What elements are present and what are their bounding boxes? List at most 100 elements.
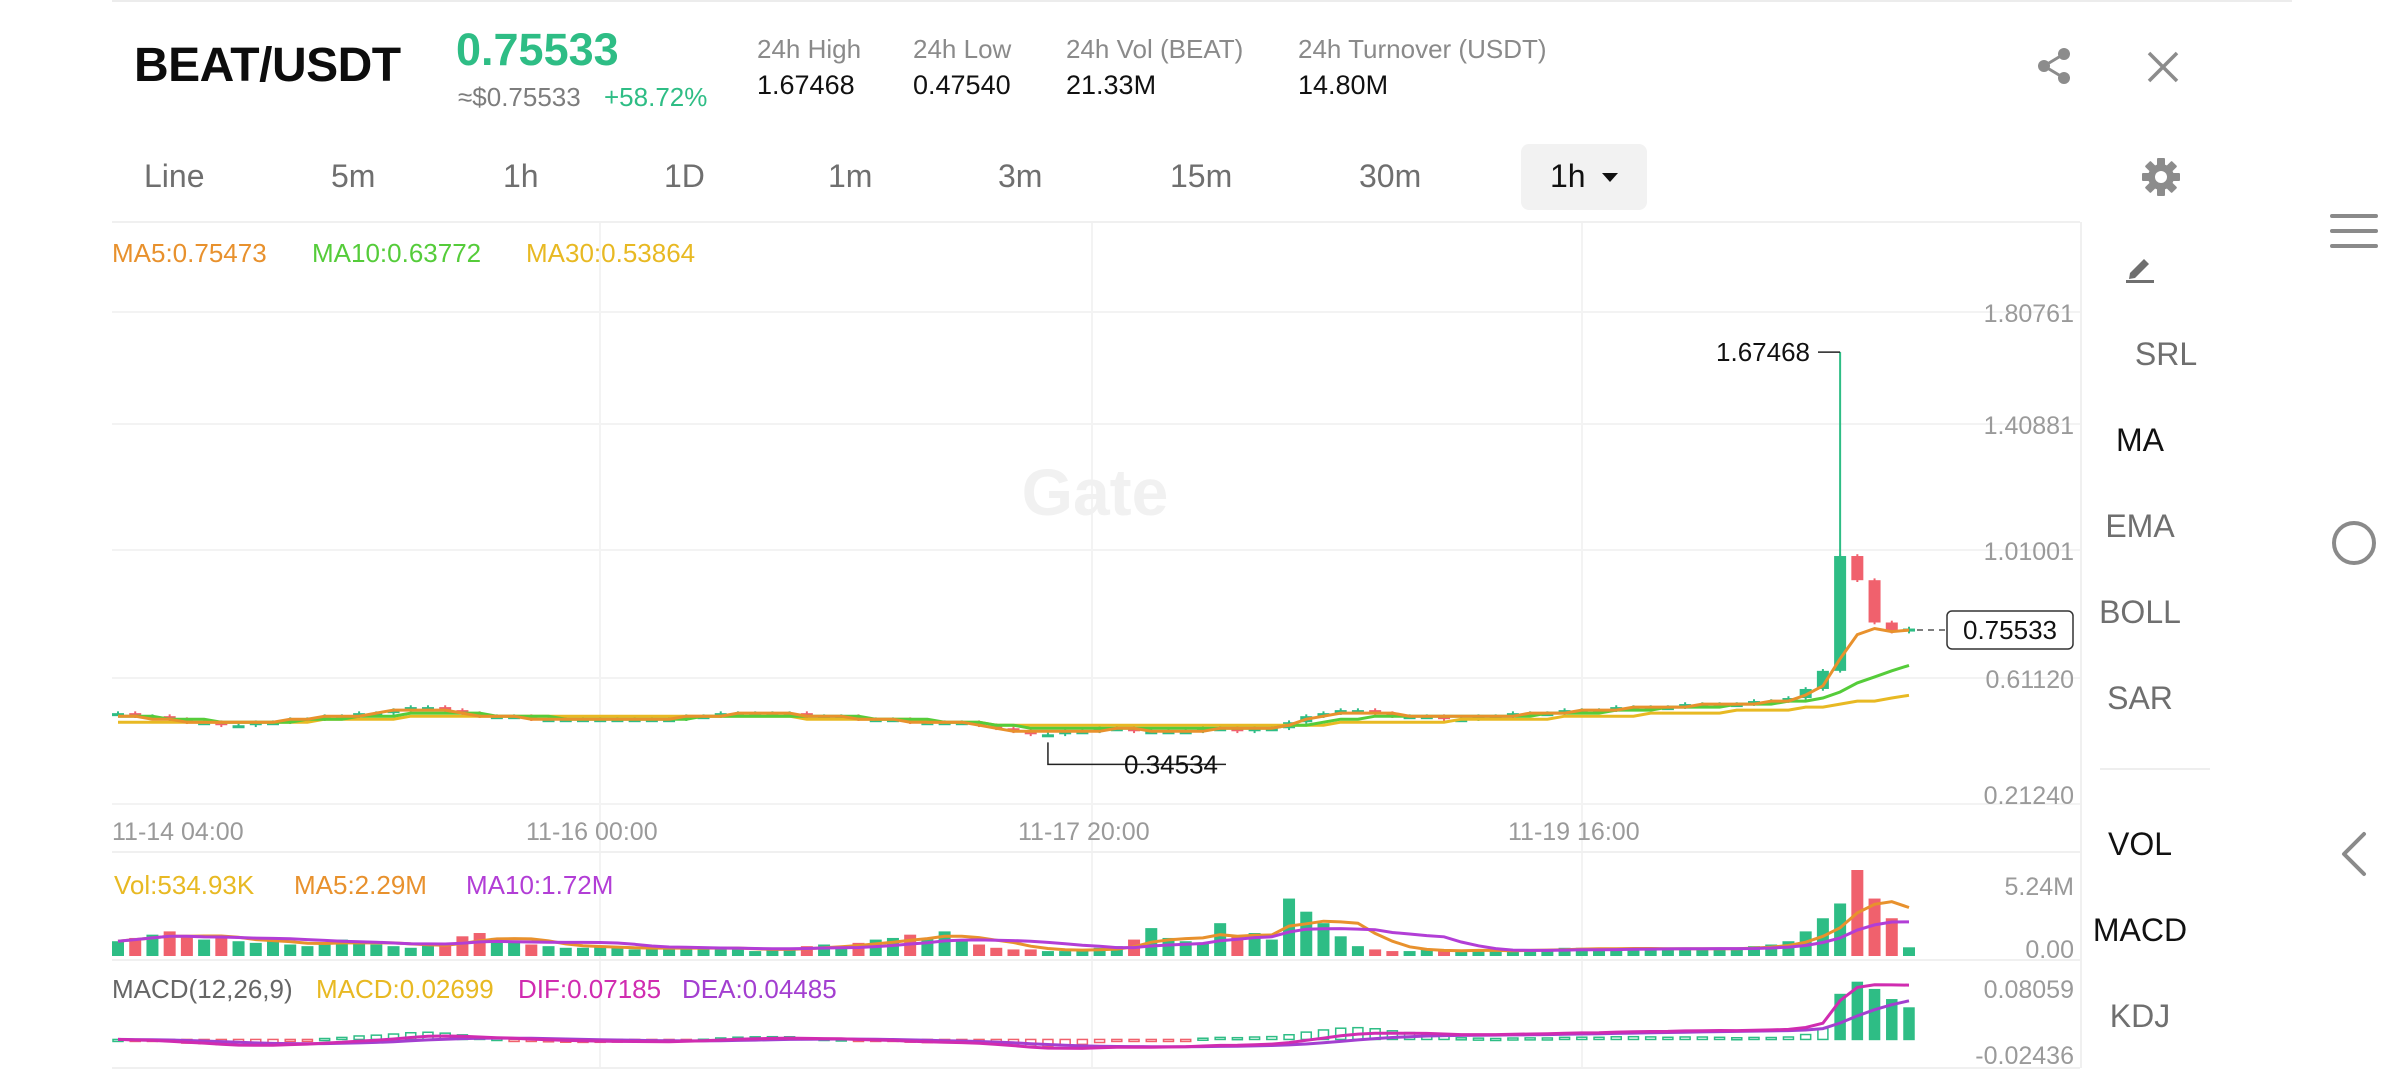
tab-1d[interactable]: 1D [664, 158, 705, 194]
volume-bar [1558, 947, 1571, 956]
volume-bar [714, 949, 727, 956]
volume-bar [1351, 946, 1364, 956]
volume-ma10-line [117, 920, 1910, 952]
menu-icon[interactable] [2330, 210, 2378, 252]
volume-bar [1334, 936, 1347, 956]
time-axis-label: 11-17 20:00 [1018, 818, 1150, 846]
volume-bar [1713, 947, 1726, 956]
candle-body [370, 713, 383, 717]
volume-bar [232, 941, 245, 956]
tab-line[interactable]: Line [144, 158, 205, 194]
candle-body [129, 713, 142, 717]
macd-histogram-bar [1903, 1007, 1915, 1041]
macd-histogram-bar [1886, 999, 1898, 1041]
volume-bar [301, 946, 314, 956]
volume-bar [353, 941, 366, 956]
macd-histogram-bar [1731, 1037, 1743, 1041]
macd-histogram-bar [1524, 1037, 1536, 1041]
volume-bar [783, 947, 796, 956]
candle-body [1506, 713, 1519, 717]
volume-bar [370, 944, 383, 956]
share-icon[interactable] [2034, 46, 2074, 86]
tab-30m[interactable]: 30m [1359, 158, 1422, 194]
volume-bar [1007, 949, 1020, 956]
time-axis-label: 11-16 00:00 [526, 818, 658, 846]
volume-bar [1265, 939, 1278, 956]
stat-value-turnover: 14.80M [1298, 70, 1389, 100]
volume-bar [1541, 949, 1554, 956]
volume-bar [1765, 944, 1778, 956]
volume-ma5-legend: MA5:2.29M [294, 870, 427, 900]
usd-price: ≈$0.75533 [458, 82, 581, 112]
volume-bar [1696, 949, 1709, 956]
ma5-line [118, 626, 1910, 733]
volume-bar [594, 946, 607, 956]
volume-bar [1041, 951, 1054, 956]
home-circle-icon[interactable] [2330, 519, 2378, 567]
macd-histogram-bar [1782, 1036, 1795, 1041]
volume-bar [284, 944, 297, 956]
tab-15m[interactable]: 15m [1170, 158, 1233, 194]
candle-body [353, 713, 366, 717]
volume-ma10-legend: MA10:1.72M [466, 870, 614, 900]
volume-bar [1386, 951, 1399, 956]
candle-body [215, 722, 228, 726]
volume-bar [1903, 947, 1915, 956]
min-price-label: 0.34534 [1124, 749, 1218, 779]
pencil-icon[interactable] [2122, 248, 2158, 284]
volume-bar [1231, 936, 1244, 956]
volume-bar [473, 933, 486, 956]
macd-histogram-bar [1679, 1036, 1691, 1041]
stat-value-low: 0.47540 [913, 70, 1011, 100]
candle-body [800, 713, 813, 717]
volume-bar [1885, 918, 1898, 956]
volume-axis-label: 5.24M [2005, 873, 2074, 901]
volume-bar [835, 946, 848, 956]
macd-histogram-bar [1283, 1034, 1295, 1041]
macd-histogram-bar [1610, 1036, 1622, 1041]
volume-bar [1627, 947, 1640, 956]
volume-bar [663, 947, 676, 956]
tab-1h[interactable]: 1h [503, 158, 539, 194]
price-axis-label: 1.40881 [1984, 412, 2074, 440]
macd-histogram-bar [318, 1037, 331, 1042]
macd-histogram-bar [1748, 1036, 1760, 1041]
candle-body [112, 713, 124, 717]
candle-body [783, 713, 796, 717]
volume-bar [318, 942, 331, 956]
back-icon[interactable] [2338, 830, 2370, 878]
volume-bar [1661, 949, 1674, 956]
candle-body [1541, 713, 1554, 717]
volume-bar [542, 946, 555, 956]
last-price-box [1946, 610, 2074, 650]
ma10-legend: MA10:0.63772 [312, 238, 482, 268]
close-icon[interactable] [2146, 50, 2180, 84]
macd-histogram-bar [1386, 1030, 1399, 1041]
volume-bar [1110, 946, 1123, 956]
tab-3m[interactable]: 3m [998, 158, 1043, 194]
tab-interval-dropdown[interactable] [1521, 144, 1647, 210]
volume-bar [645, 949, 658, 956]
tab-1m[interactable]: 1m [828, 158, 873, 194]
candle-body [749, 713, 762, 717]
macd-value-legend: MACD:0.02699 [316, 974, 494, 1004]
macd-histogram-bar [1627, 1035, 1640, 1041]
volume-bar [611, 947, 624, 956]
indicator-panel-divider [2080, 222, 2082, 1068]
candle-body [473, 713, 486, 717]
volume-bar [112, 941, 124, 956]
volume-bar [1524, 949, 1537, 956]
macd-histogram-bar [1644, 1036, 1657, 1041]
volume-bar [1834, 903, 1847, 956]
candle-body [232, 725, 245, 729]
tab-5m[interactable]: 5m [331, 158, 376, 194]
gear-icon[interactable] [2140, 156, 2182, 198]
volume-bar [973, 944, 986, 956]
volume-bar [387, 946, 400, 956]
price-axis-label: 0.21240 [1984, 782, 2074, 810]
volume-bar [1317, 923, 1330, 956]
time-axis-label: 11-14 04:00 [112, 818, 244, 846]
volume-bar [1420, 949, 1433, 956]
volume-bar [456, 936, 469, 956]
